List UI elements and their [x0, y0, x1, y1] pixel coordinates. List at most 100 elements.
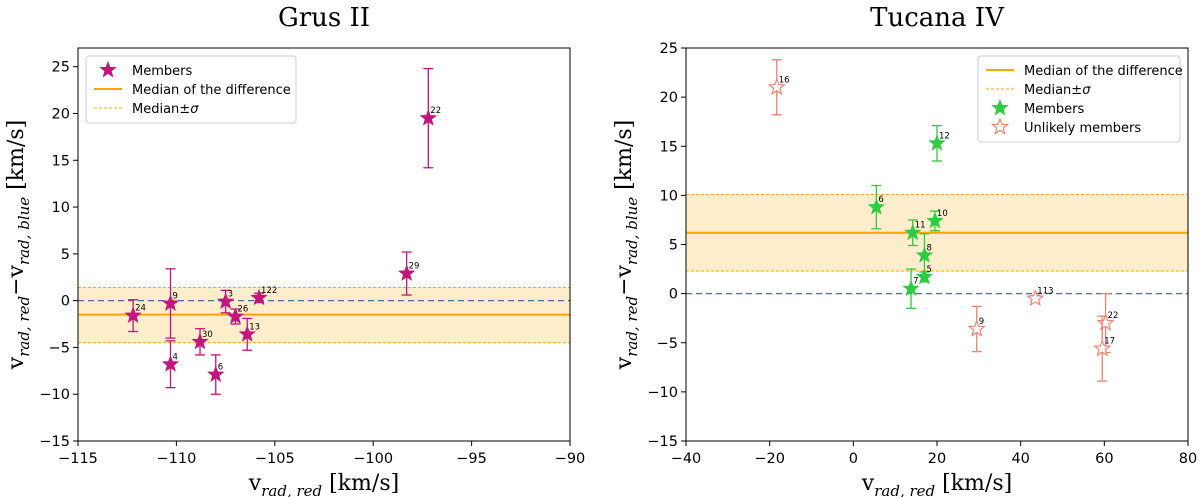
- x-tick-label: −90: [555, 451, 586, 467]
- ylabel-part: [km/s]: [4, 120, 29, 197]
- ylabel-part: [km/s]: [612, 120, 637, 197]
- point-label: 13: [249, 322, 260, 332]
- y-tick-label: −10: [647, 385, 678, 401]
- x-tick-label: −95: [456, 451, 487, 467]
- point-label: 30: [202, 330, 213, 340]
- x-tick-label: −105: [255, 451, 295, 467]
- legend-label: Median of the difference: [1024, 64, 1183, 79]
- data-point-star: [904, 223, 922, 241]
- y-tick-label: 5: [61, 247, 70, 263]
- series-unlikely-members: 16 9 113 22 17: [767, 59, 1119, 382]
- point-label: 24: [135, 304, 146, 314]
- point-label: 17: [1104, 337, 1115, 347]
- legend-star-icon: [99, 60, 117, 78]
- y-tick-label: −5: [657, 336, 678, 352]
- data-point-star: [207, 365, 225, 382]
- point-label: 7: [913, 277, 918, 287]
- x-axis-label: vrad, red [km/s]: [861, 471, 1012, 497]
- legend-sigma: σ: [1082, 83, 1091, 98]
- legend-median-pm: Median±: [1024, 83, 1082, 98]
- ylabel-part: v: [612, 356, 637, 370]
- xlabel-sub: rad, red: [261, 482, 322, 497]
- xlabel-sub: rad, red: [874, 482, 935, 497]
- ylabel-part: rad, blue: [15, 197, 33, 265]
- x-tick-label: 60: [1095, 451, 1113, 467]
- data-point-star: [161, 355, 180, 372]
- point-label: 29: [409, 262, 420, 272]
- legend: Median of the difference Median±σ Members U…: [977, 55, 1183, 143]
- data-point-star: [767, 77, 786, 96]
- point-label: 3: [228, 290, 233, 300]
- x-tick-label: −100: [353, 451, 393, 467]
- x-tick-label: −115: [58, 451, 98, 467]
- data-point-star: [250, 288, 268, 306]
- point-label: 22: [1108, 311, 1119, 321]
- data-point-star: [902, 279, 920, 297]
- legend-box: [85, 55, 297, 124]
- data-point-star: [1093, 339, 1112, 357]
- point-label: 9: [172, 291, 177, 301]
- point-label: 9: [979, 317, 984, 327]
- data-point-star: [926, 211, 944, 229]
- data-point-star: [1026, 288, 1045, 307]
- ylabel-part: rad, red: [623, 296, 641, 357]
- x-tick-label: 0: [849, 451, 858, 467]
- legend-label: Median±σ: [1024, 83, 1091, 98]
- y-tick-label: 15: [52, 153, 70, 169]
- ylabel-part: −v: [4, 264, 29, 295]
- y-tick-label: −5: [49, 340, 70, 356]
- data-point-star: [238, 325, 256, 342]
- legend-star-icon: [990, 117, 1010, 135]
- data-point-star: [419, 109, 437, 126]
- x-tick-label: −110: [156, 451, 196, 467]
- y-tick-label: 10: [660, 188, 678, 204]
- data-point-star: [867, 198, 886, 215]
- y-axis-label: vrad, red−vrad, blue [km/s]: [4, 120, 33, 370]
- x-tick-label: 80: [1179, 451, 1197, 467]
- point-label: 11: [915, 221, 926, 231]
- legend-label: Median±σ: [132, 102, 199, 117]
- legend-label: Unlikely members: [1024, 121, 1141, 136]
- y-tick-label: 25: [52, 60, 70, 76]
- data-point-star: [1096, 313, 1115, 331]
- x-tick-label: 20: [928, 451, 946, 467]
- point-label: 113: [1037, 287, 1053, 297]
- y-tick-label: 20: [660, 90, 678, 106]
- data-point-star: [161, 294, 180, 311]
- point-label: 4: [172, 352, 177, 362]
- point-label: 16: [779, 75, 790, 85]
- point-label: 10: [937, 209, 948, 219]
- y-tick-label: 20: [52, 107, 70, 123]
- legend-median-pm: Median±: [132, 102, 190, 117]
- x-tick-label: −20: [754, 451, 785, 467]
- y-tick-label: 5: [669, 238, 678, 254]
- data-point-star: [226, 307, 245, 324]
- xlabel-unit: [km/s]: [322, 471, 399, 496]
- data-point-star: [124, 306, 142, 324]
- legend-sigma: σ: [190, 102, 199, 117]
- ylabel-part: v: [4, 356, 29, 370]
- legend: Members Median of the difference Median±σ: [85, 55, 297, 124]
- point-label: 122: [261, 286, 277, 296]
- y-tick-label: −15: [647, 434, 678, 450]
- y-tick-label: 15: [660, 139, 678, 155]
- legend-label: Members: [1024, 102, 1084, 117]
- data-point-star: [967, 319, 986, 337]
- y-tick-label: 10: [52, 200, 70, 216]
- ylabel-part: rad, red: [15, 296, 33, 357]
- series-members: 6 12 11 10 8 75: [867, 124, 950, 310]
- point-label: 26: [237, 305, 248, 315]
- x-axis-label: vrad, red [km/s]: [248, 471, 399, 497]
- y-tick-label: −15: [39, 434, 70, 450]
- data-point-star: [915, 267, 934, 285]
- y-tick-label: 0: [61, 294, 70, 310]
- point-label: 22: [430, 106, 441, 116]
- xlabel-unit: [km/s]: [935, 471, 1012, 496]
- axes-frame: [77, 47, 571, 442]
- point-label: 6: [878, 195, 883, 205]
- legend-box: [977, 55, 1181, 143]
- data-point-star: [191, 332, 209, 350]
